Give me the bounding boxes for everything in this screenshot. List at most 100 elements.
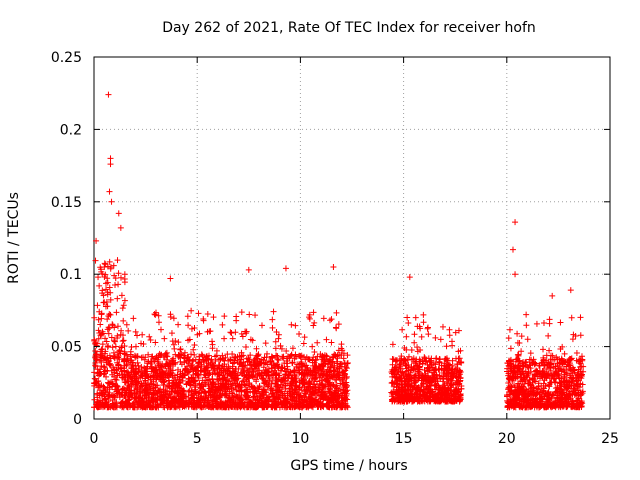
data-point bbox=[167, 400, 174, 407]
data-point bbox=[282, 404, 289, 411]
data-point bbox=[142, 354, 149, 361]
data-point bbox=[327, 317, 334, 324]
data-point bbox=[249, 337, 256, 344]
data-point bbox=[190, 357, 197, 364]
data-point bbox=[301, 334, 308, 341]
data-point bbox=[281, 365, 288, 372]
data-point bbox=[148, 359, 155, 366]
data-point bbox=[128, 344, 135, 351]
data-point bbox=[321, 391, 328, 398]
data-point bbox=[107, 289, 114, 296]
data-point bbox=[219, 321, 226, 328]
data-point bbox=[275, 335, 282, 342]
data-point bbox=[115, 386, 122, 393]
data-point bbox=[118, 344, 125, 351]
data-point bbox=[272, 383, 279, 390]
data-point bbox=[127, 353, 134, 360]
data-point bbox=[298, 371, 305, 378]
data-point bbox=[319, 356, 326, 363]
data-point bbox=[105, 324, 112, 331]
data-point bbox=[138, 367, 145, 374]
data-point bbox=[154, 358, 161, 365]
x-tick-label: 0 bbox=[90, 431, 99, 447]
y-tick-label: 0 bbox=[73, 412, 82, 428]
data-point bbox=[260, 375, 267, 382]
data-point bbox=[91, 369, 98, 376]
data-point bbox=[458, 359, 465, 366]
data-point bbox=[140, 340, 147, 347]
data-point bbox=[151, 394, 158, 401]
data-point bbox=[96, 282, 103, 289]
data-point bbox=[278, 381, 285, 388]
data-point bbox=[258, 389, 265, 396]
data-point bbox=[142, 377, 149, 384]
data-point bbox=[205, 360, 212, 367]
data-point bbox=[95, 316, 102, 323]
data-point bbox=[155, 319, 162, 326]
grid-lines bbox=[94, 57, 610, 419]
data-point bbox=[282, 382, 289, 389]
data-point bbox=[167, 394, 174, 401]
data-point bbox=[292, 375, 299, 382]
data-point bbox=[333, 309, 340, 316]
data-point bbox=[229, 365, 236, 372]
data-point bbox=[196, 381, 203, 388]
data-point bbox=[245, 355, 252, 362]
data-point bbox=[152, 311, 159, 318]
data-point bbox=[111, 404, 118, 411]
y-tick-label: 0.25 bbox=[51, 50, 82, 66]
data-point bbox=[337, 401, 344, 408]
data-point bbox=[106, 325, 113, 332]
data-point bbox=[102, 303, 109, 310]
data-point bbox=[304, 367, 311, 374]
data-point bbox=[170, 341, 177, 348]
data-point bbox=[219, 362, 226, 369]
data-point bbox=[244, 402, 251, 409]
data-point bbox=[106, 188, 113, 195]
x-tick-label: 15 bbox=[395, 431, 413, 447]
data-point bbox=[328, 381, 335, 388]
data-point bbox=[120, 317, 127, 324]
data-point bbox=[557, 319, 564, 326]
data-point bbox=[152, 395, 159, 402]
data-point bbox=[268, 361, 275, 368]
data-point bbox=[326, 371, 333, 378]
data-point bbox=[316, 386, 323, 393]
data-point bbox=[96, 387, 103, 394]
data-point bbox=[234, 357, 241, 364]
data-point bbox=[132, 370, 139, 377]
data-point bbox=[105, 343, 112, 350]
data-point bbox=[103, 338, 110, 345]
data-point bbox=[211, 393, 218, 400]
data-point bbox=[312, 357, 319, 364]
data-point bbox=[262, 340, 269, 347]
data-point bbox=[512, 271, 519, 278]
data-point bbox=[148, 353, 155, 360]
data-point bbox=[214, 376, 221, 383]
data-point bbox=[236, 381, 243, 388]
data-point bbox=[197, 394, 204, 401]
data-point bbox=[94, 302, 101, 309]
data-point bbox=[98, 266, 105, 273]
data-point bbox=[166, 380, 173, 387]
data-point bbox=[296, 361, 303, 368]
data-point bbox=[210, 314, 217, 321]
data-point bbox=[290, 377, 297, 384]
data-point bbox=[107, 161, 114, 168]
data-point bbox=[105, 91, 112, 98]
data-point bbox=[100, 371, 107, 378]
data-point bbox=[125, 327, 132, 334]
data-point bbox=[273, 352, 280, 359]
data-point bbox=[224, 370, 231, 377]
data-point bbox=[301, 381, 308, 388]
data-point bbox=[278, 399, 285, 406]
data-point bbox=[224, 401, 231, 408]
data-point bbox=[264, 368, 271, 375]
data-point bbox=[389, 341, 396, 348]
y-tick-label: 0.2 bbox=[60, 122, 82, 138]
data-point bbox=[148, 404, 155, 411]
data-point bbox=[115, 270, 122, 277]
plot-frame bbox=[93, 56, 611, 420]
data-point bbox=[96, 330, 103, 337]
data-point bbox=[435, 366, 442, 373]
